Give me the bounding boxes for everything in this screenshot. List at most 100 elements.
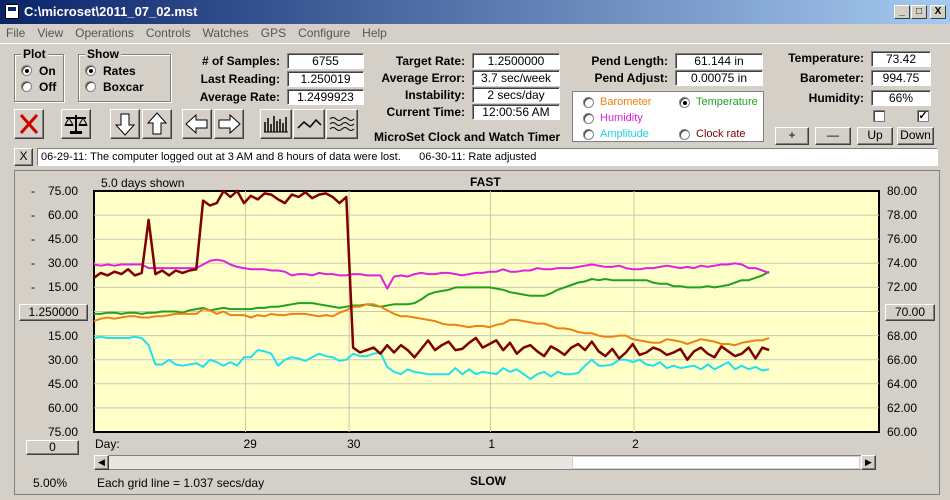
- last-reading-label: Last Reading:: [200, 72, 280, 86]
- scroll-right-button[interactable]: ▶: [861, 455, 876, 470]
- show-rates-radio[interactable]: [85, 65, 96, 76]
- menu-help[interactable]: Help: [362, 26, 387, 40]
- barometer-radio[interactable]: [583, 97, 594, 108]
- arrow-right-icon: [218, 113, 241, 135]
- series-line-humidity: [93, 258, 770, 290]
- checkbox-right[interactable]: ✓: [917, 110, 929, 122]
- average-error-label: Average Error:: [381, 71, 465, 85]
- app-caption: MicroSet Clock and Watch Timer: [374, 130, 561, 144]
- notes-close-button[interactable]: X: [14, 148, 33, 166]
- scrollbar-thumb[interactable]: [572, 456, 860, 469]
- plot-off-radio[interactable]: [21, 81, 32, 92]
- target-rate-field[interactable]: 1.2500000: [472, 53, 560, 69]
- status-grid-info: Each grid line = 1.037 secs/day: [97, 476, 265, 490]
- bars-view-button[interactable]: [260, 109, 292, 139]
- arrow-down-icon: [114, 113, 136, 136]
- arrow-up-icon: [146, 112, 168, 135]
- pend-length-field[interactable]: 61.144 in: [675, 53, 763, 69]
- last-reading-field: 1.250019: [287, 71, 364, 87]
- minimize-button[interactable]: _: [894, 5, 910, 19]
- scroll-left-button[interactable]: ◀: [94, 455, 109, 470]
- target-rate-label: Target Rate:: [395, 54, 465, 68]
- maximize-button[interactable]: □: [911, 5, 927, 19]
- y-left-tick-label: 45.00: [47, 376, 78, 391]
- y-right-tick-label: 80.00: [887, 184, 918, 198]
- y-left-tick-label: 60.00: [47, 208, 78, 223]
- y-left-tick-label: 30.00: [47, 352, 78, 367]
- balance-button[interactable]: [61, 109, 91, 139]
- y-right-tick-label: 62.00: [887, 400, 918, 415]
- checkbox-left[interactable]: [873, 110, 885, 122]
- balance-scale-icon: [64, 115, 88, 134]
- clock-rate-option-label: Clock rate: [696, 128, 746, 140]
- notes-field[interactable]: 06-29-11: The computer logged out at 3 A…: [37, 148, 938, 166]
- line-graph-icon: [297, 118, 322, 129]
- average-error-field: 3.7 sec/week: [472, 70, 560, 86]
- x-tick-label: 30: [347, 437, 361, 451]
- plot-group: Plot: [14, 47, 64, 102]
- clear-button[interactable]: [14, 109, 44, 139]
- clock-rate-radio[interactable]: [679, 129, 690, 140]
- left-arrow-button[interactable]: [182, 109, 212, 139]
- y-left-tick-label: 60.00: [47, 400, 78, 415]
- y-left-tick-label: 45.00: [47, 232, 78, 247]
- plot-off-label: Off: [39, 80, 57, 94]
- humidity-field: 66%: [871, 90, 931, 106]
- menu-configure[interactable]: Configure: [298, 26, 351, 40]
- temperature-radio[interactable]: [679, 97, 690, 108]
- left-center-button[interactable]: 1.250000: [19, 304, 88, 321]
- barometer-label: Barometer:: [799, 71, 864, 85]
- amplitude-radio[interactable]: [583, 129, 594, 140]
- barometer-option-label: Barometer: [600, 96, 652, 108]
- line-view-button[interactable]: [293, 109, 325, 139]
- up-arrow-button[interactable]: [142, 109, 172, 139]
- down-arrow-button[interactable]: [110, 109, 140, 139]
- instability-field: 2 secs/day: [472, 87, 560, 103]
- days-shown-label: 5.0 days shown: [101, 176, 185, 190]
- x-tick-label: 29: [243, 437, 257, 451]
- show-boxcar-radio[interactable]: [85, 81, 96, 92]
- menu-gps[interactable]: GPS: [260, 26, 287, 40]
- temperature-field: 73.42: [871, 51, 931, 67]
- y-right-tick-label: 66.00: [887, 352, 918, 367]
- chart-panel: [14, 170, 940, 495]
- left-bottom-button[interactable]: 0: [26, 440, 79, 455]
- series-line-clock-rate: [93, 189, 770, 361]
- show-rates-label: Rates: [103, 64, 136, 78]
- close-window-button[interactable]: X: [930, 5, 946, 19]
- arrow-left-icon: [185, 113, 208, 135]
- fast-label: FAST: [470, 175, 501, 189]
- up-button[interactable]: Up: [857, 127, 893, 145]
- right-center-button[interactable]: 70.00: [885, 304, 935, 321]
- y-right-tick-label: 60.00: [887, 425, 918, 439]
- humidity-label: Humidity:: [808, 91, 864, 105]
- humidity-option-label: Humidity: [600, 112, 643, 124]
- series-line-amplitude: [93, 335, 770, 380]
- y-left-dash: -: [31, 184, 35, 198]
- menu-watches[interactable]: Watches: [202, 26, 249, 40]
- menu-file[interactable]: File: [6, 26, 26, 40]
- wave-view-button[interactable]: [326, 109, 358, 139]
- right-arrow-button[interactable]: [214, 109, 244, 139]
- bar-graph-icon: [264, 116, 288, 133]
- barometer-field: 994.75: [871, 70, 931, 86]
- wave-lines-icon: [329, 117, 355, 131]
- y-left-tick-label: 15.00: [47, 280, 78, 295]
- menu-view[interactable]: View: [37, 26, 64, 40]
- minus-button[interactable]: —: [815, 127, 851, 145]
- plot-on-radio[interactable]: [21, 65, 32, 76]
- plot-on-label: On: [39, 64, 56, 78]
- plus-button[interactable]: +: [775, 127, 809, 145]
- show-group-title: Show: [85, 47, 121, 61]
- humidity-radio[interactable]: [583, 113, 594, 124]
- instability-label: Instability:: [404, 88, 465, 102]
- menu-controls[interactable]: Controls: [145, 26, 191, 40]
- down-button[interactable]: Down: [897, 127, 934, 145]
- menu-operations[interactable]: Operations: [75, 26, 134, 40]
- status-percent: 5.00%: [33, 476, 68, 490]
- app-icon: [5, 4, 19, 19]
- y-left-dash: -: [31, 280, 35, 295]
- y-right-tick-label: 78.00: [887, 208, 918, 223]
- pend-length-label: Pend Length:: [591, 54, 668, 68]
